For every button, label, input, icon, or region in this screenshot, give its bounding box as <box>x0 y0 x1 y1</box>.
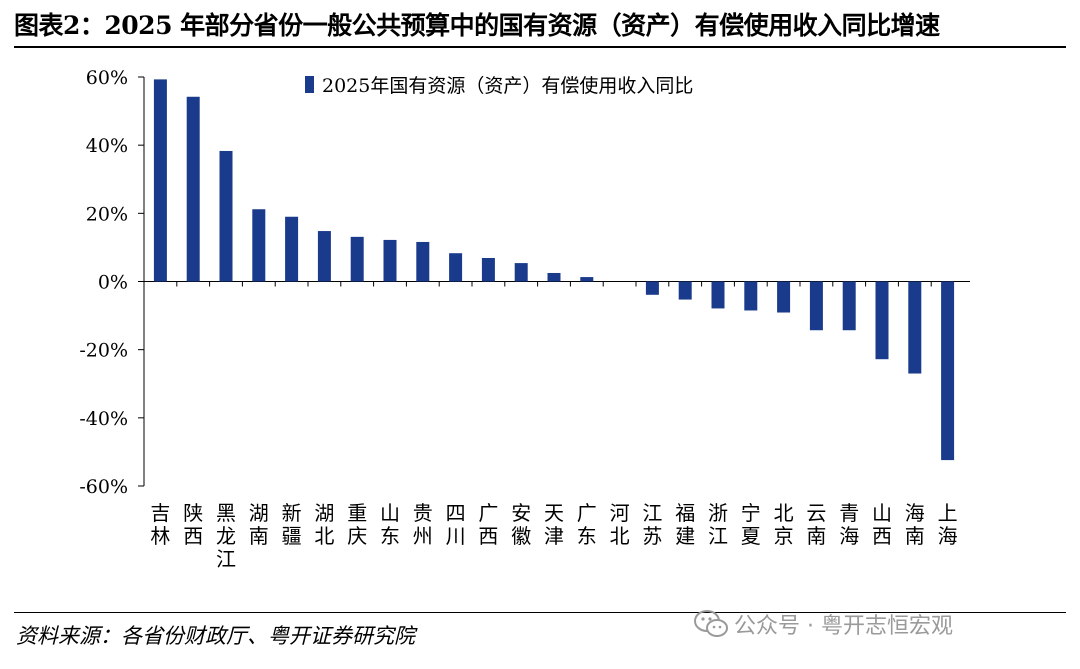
bar-贵州 <box>416 241 430 282</box>
category-label: 上海 <box>938 501 958 548</box>
bar-福建 <box>678 281 692 300</box>
category-label: 云南 <box>806 501 826 548</box>
category-label: 浙江 <box>708 501 728 548</box>
category-label: 广东 <box>577 501 597 548</box>
y-tick-label: 0% <box>98 272 128 294</box>
bar-重庆 <box>350 236 364 282</box>
bar-云南 <box>809 281 823 331</box>
bar-山东 <box>383 239 397 282</box>
category-label: 吉林 <box>150 501 170 548</box>
bar-江苏 <box>645 281 659 295</box>
category-label: 安徽 <box>511 501 531 548</box>
category-label: 天津 <box>544 501 564 548</box>
chart-title: 图表2：2025 年部分省份一般公共预算中的国有资源（资产）有偿使用收入同比增速 <box>14 11 940 40</box>
bar-天津 <box>547 272 561 282</box>
category-label: 新疆 <box>282 501 302 548</box>
category-label: 陕西 <box>183 501 203 548</box>
category-label: 海南 <box>905 501 925 548</box>
y-tick-label: 40% <box>86 135 128 157</box>
category-label: 湖南 <box>249 501 269 548</box>
category-label: 山东 <box>380 501 400 548</box>
watermark: 公众号 · 粤开志恒宏观 <box>694 608 953 640</box>
bar-湖南 <box>252 209 266 282</box>
bar-山西 <box>875 281 889 360</box>
legend-label: 2025年国有资源（资产）有偿使用收入同比 <box>322 75 693 97</box>
category-label: 北京 <box>774 501 794 548</box>
bar-青海 <box>842 281 856 331</box>
watermark-text: 公众号 · 粤开志恒宏观 <box>734 614 953 639</box>
category-label: 山西 <box>872 501 892 548</box>
bar-四川 <box>449 253 463 282</box>
y-tick-label: 20% <box>86 203 128 225</box>
bar-安徽 <box>514 263 528 282</box>
source-divider <box>14 612 1066 613</box>
category-label: 福建 <box>675 501 695 548</box>
title-divider <box>14 46 1066 48</box>
category-label: 重庆 <box>347 501 367 548</box>
legend-swatch <box>305 76 314 93</box>
bar-宁夏 <box>744 281 758 311</box>
category-label: 江苏 <box>642 501 662 548</box>
y-tick-label: -60% <box>79 476 128 498</box>
y-tick-label: 60% <box>86 67 128 89</box>
category-label: 宁夏 <box>741 501 761 548</box>
bar-黑龙江 <box>219 150 233 282</box>
bar-chart: 60% 40% 20% 0% -20% -40% -60% 吉林陕西黑龙江湖南新疆湖北重庆山东… <box>79 67 970 571</box>
y-tick-label: -20% <box>79 340 128 362</box>
category-label: 贵州 <box>413 501 433 548</box>
bar-上海 <box>941 281 955 461</box>
y-tick-label: -40% <box>79 408 128 430</box>
bar-海南 <box>908 281 922 374</box>
wechat-icon <box>694 610 728 637</box>
category-label: 青海 <box>839 501 859 548</box>
category-label: 四川 <box>446 501 466 548</box>
bar-吉林 <box>153 79 167 282</box>
bar-北京 <box>777 281 791 313</box>
bar-广西 <box>481 257 495 282</box>
bar-广东 <box>580 277 594 282</box>
bar-陕西 <box>186 96 200 282</box>
category-label: 河北 <box>610 501 630 548</box>
category-label: 湖北 <box>314 501 334 548</box>
chart-title-area: 图表2：2025 年部分省份一般公共预算中的国有资源（资产）有偿使用收入同比增速 <box>14 6 1064 46</box>
bar-湖北 <box>317 231 331 282</box>
bar-浙江 <box>711 281 725 309</box>
source-note: 资料来源：各省份财政厅、粤开证券研究院 <box>16 624 415 648</box>
category-label: 黑龙江 <box>216 501 236 571</box>
bar-新疆 <box>285 216 299 282</box>
category-label: 广西 <box>478 501 498 548</box>
